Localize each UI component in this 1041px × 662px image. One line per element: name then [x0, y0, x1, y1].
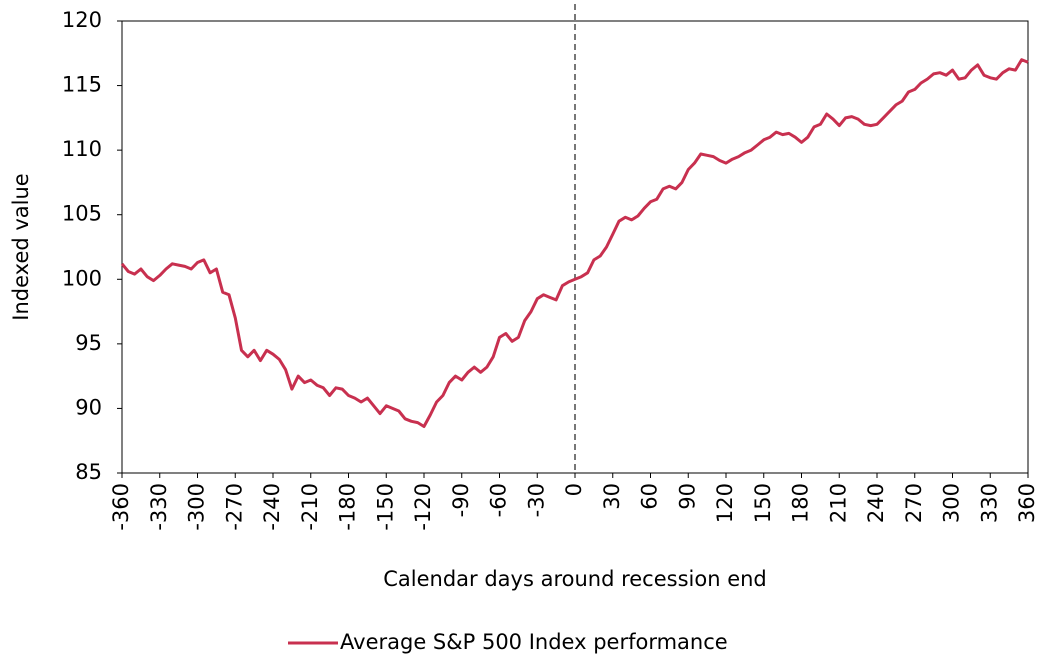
x-tick-label: 120: [713, 483, 737, 523]
x-tick-label: 60: [638, 483, 662, 510]
x-tick-label: -240: [260, 483, 284, 531]
x-tick-label: 300: [940, 483, 964, 523]
x-tick-label: 240: [864, 483, 888, 523]
y-tick-label: 95: [75, 331, 102, 355]
x-tick-label: -300: [185, 483, 209, 531]
x-tick-label: -150: [373, 483, 397, 531]
legend-label: Average S&P 500 Index performance: [340, 630, 728, 654]
y-tick-label: 90: [75, 395, 102, 419]
x-tick-label: -360: [109, 483, 133, 531]
x-tick-label: -30: [524, 483, 548, 517]
y-tick-label: 85: [75, 460, 102, 484]
x-tick-label: 30: [600, 483, 624, 510]
x-tick-label: -270: [222, 483, 246, 531]
x-tick-label: -210: [298, 483, 322, 531]
x-tick-label: -90: [449, 483, 473, 517]
x-tick-label: 0: [562, 483, 586, 496]
x-tick-label: -180: [336, 483, 360, 531]
x-axis-title: Calendar days around recession end: [383, 567, 767, 591]
x-tick-label: 360: [1015, 483, 1039, 523]
y-axis-title: Indexed value: [9, 173, 33, 320]
x-tick-label: 90: [675, 483, 699, 510]
x-tick-label: 150: [751, 483, 775, 523]
x-tick-label: 330: [977, 483, 1001, 523]
x-tick-label: 270: [902, 483, 926, 523]
x-tick-label: 180: [789, 483, 813, 523]
x-tick-label: 210: [826, 483, 850, 523]
y-tick-label: 120: [62, 8, 102, 32]
x-tick-label: -120: [411, 483, 435, 531]
series-line: [120, 58, 1029, 428]
x-tick-label: -60: [487, 483, 511, 517]
y-tick-label: 115: [62, 73, 102, 97]
x-tick-label: -330: [147, 483, 171, 531]
y-tick-label: 105: [62, 202, 102, 226]
y-tick-label: 110: [62, 137, 102, 161]
y-tick-label: 100: [62, 266, 102, 290]
